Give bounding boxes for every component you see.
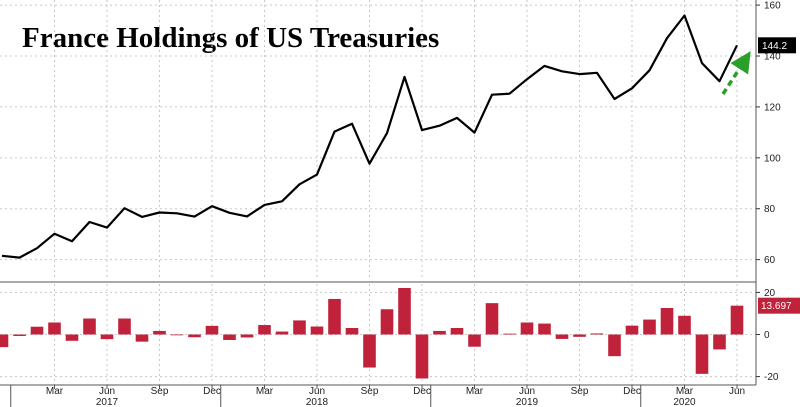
bar xyxy=(643,319,656,335)
x-tick-label: Mar xyxy=(46,386,64,397)
bar xyxy=(555,334,569,339)
last-bar-value-label: 13.697 xyxy=(761,301,792,312)
bar xyxy=(275,331,289,335)
year-label: 2017 xyxy=(96,397,119,407)
bar xyxy=(433,330,446,335)
bar xyxy=(328,298,341,335)
y-tick-label: 20 xyxy=(764,288,776,299)
bar xyxy=(205,325,219,335)
last-value-box xyxy=(758,37,796,54)
green-arrow-annotation xyxy=(721,51,751,95)
bar xyxy=(240,334,254,338)
bar xyxy=(48,322,61,335)
x-tick-label: Sep xyxy=(151,386,169,397)
bar xyxy=(380,309,394,335)
bar xyxy=(293,320,306,335)
bar xyxy=(118,318,131,335)
bar xyxy=(713,334,726,350)
y-tick-label: 120 xyxy=(764,102,781,113)
year-label: 2020 xyxy=(673,397,696,407)
bar xyxy=(660,307,674,335)
bar xyxy=(730,305,744,335)
bar xyxy=(590,333,604,335)
x-tick-label: Sep xyxy=(571,386,589,397)
bar xyxy=(485,303,499,335)
x-tick-label: Mar xyxy=(466,386,484,397)
x-tick-label: Dec xyxy=(623,386,641,397)
series-line xyxy=(1,14,738,259)
bar xyxy=(573,334,586,337)
bar xyxy=(450,327,464,335)
x-tick-label: Jun xyxy=(309,386,325,397)
bar xyxy=(170,334,184,336)
x-tick-label: Mar xyxy=(676,386,694,397)
bar xyxy=(83,318,96,335)
bar xyxy=(310,326,324,335)
y-tick-label: 0 xyxy=(764,330,770,341)
bar xyxy=(258,325,271,335)
bar xyxy=(538,323,551,335)
bar xyxy=(520,322,534,335)
y-tick-label: 100 xyxy=(764,153,781,164)
bar xyxy=(0,334,9,348)
bar xyxy=(135,334,149,342)
last-value-label: 144.2 xyxy=(762,41,787,52)
last-bar-value-box xyxy=(758,297,800,314)
bar xyxy=(13,334,26,336)
x-tick-label: Jun xyxy=(519,386,535,397)
y-tick-label: 80 xyxy=(764,204,776,215)
year-label: 2018 xyxy=(306,397,329,407)
year-label: 2019 xyxy=(516,397,539,407)
bar xyxy=(625,325,639,335)
bar xyxy=(188,334,201,338)
y-tick-label: 160 xyxy=(764,1,781,12)
bar xyxy=(398,287,411,335)
bar xyxy=(468,334,481,347)
bar xyxy=(223,334,236,340)
bar xyxy=(30,326,44,335)
bar xyxy=(503,333,516,335)
x-tick-label: Jun xyxy=(729,386,745,397)
x-tick-label: Mar xyxy=(256,386,274,397)
bar xyxy=(415,334,429,379)
bar xyxy=(65,334,79,341)
chart-title: France Holdings of US Treasuries xyxy=(22,22,440,54)
bar xyxy=(678,315,691,335)
x-tick-label: Jun xyxy=(99,386,115,397)
bar xyxy=(153,330,166,335)
x-tick-label: Sep xyxy=(361,386,379,397)
bar xyxy=(608,334,621,357)
bar xyxy=(100,334,114,340)
bar xyxy=(363,334,376,368)
y-tick-label: 60 xyxy=(764,255,776,266)
x-tick-label: Dec xyxy=(203,386,221,397)
y-tick-label: 140 xyxy=(764,52,781,63)
bar xyxy=(695,334,709,374)
x-tick-label: Dec xyxy=(413,386,431,397)
bar xyxy=(345,327,359,335)
y-tick-label: -20 xyxy=(764,372,779,383)
